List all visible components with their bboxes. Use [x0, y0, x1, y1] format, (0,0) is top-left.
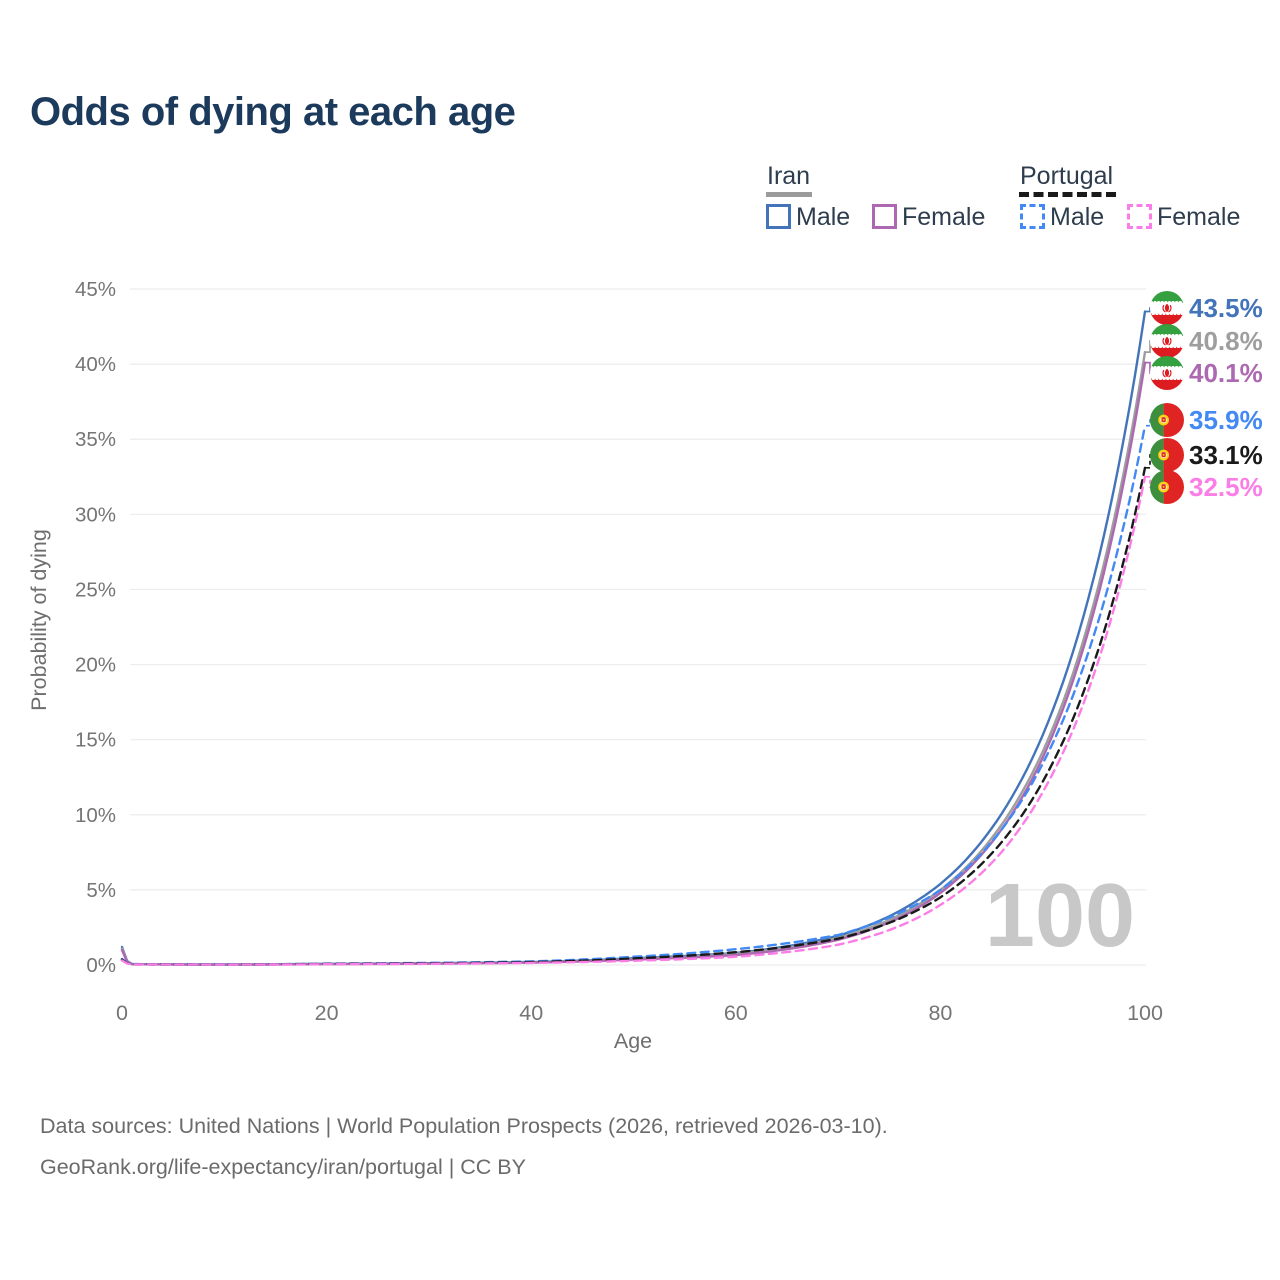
- x-tick-label: 60: [724, 1001, 748, 1025]
- gridlines: [130, 288, 1146, 966]
- x-tick-label: 100: [1127, 1001, 1163, 1025]
- attribution-line: GeoRank.org/life-expectancy/iran/portuga…: [40, 1155, 526, 1179]
- watermark-age-counter: 100: [985, 866, 1135, 966]
- y-tick-label: 45%: [75, 278, 116, 301]
- portugal-flag-icon: [1150, 438, 1184, 472]
- y-tick-label: 40%: [75, 353, 116, 376]
- end-value-label-portugal-male: 35.9%: [1189, 405, 1263, 435]
- y-tick-label: 5%: [86, 879, 116, 902]
- legend-label-iran-female[interactable]: Female: [902, 203, 986, 231]
- end-value-label-iran-male: 43.5%: [1189, 293, 1263, 323]
- end-label-group-iran-total: 40.8%: [1150, 324, 1263, 358]
- legend-group-portugal-title[interactable]: Portugal: [1020, 162, 1114, 190]
- y-axis-tick-labels: 0% 5% 10% 15% 20% 25% 30% 35% 40% 45%: [75, 278, 116, 977]
- y-tick-label: 0%: [86, 954, 116, 977]
- end-labels: 43.5%40.8%40.1% 35.9% 33.1%32.5%: [1150, 291, 1263, 504]
- portugal-flag-icon: [1150, 403, 1184, 437]
- legend-label-portugal-male[interactable]: Male: [1050, 203, 1105, 231]
- legend-portugal-line-swatch: [1019, 192, 1116, 197]
- series-lines: [120, 310, 1147, 966]
- iran-flag-icon: [1150, 324, 1184, 358]
- legend-swatch-iran-male[interactable]: [766, 204, 791, 229]
- legend-swatch-portugal-male[interactable]: [1020, 204, 1045, 229]
- end-label-group-iran-female: 40.1%: [1150, 356, 1263, 390]
- x-tick-label: 80: [928, 1001, 952, 1025]
- legend-swatch-portugal-female[interactable]: [1127, 204, 1152, 229]
- end-label-group-portugal-male: 35.9%: [1150, 403, 1263, 437]
- y-tick-label: 15%: [75, 729, 116, 752]
- footer: Data sources: United Nations | World Pop…: [40, 1106, 888, 1188]
- end-label-group-portugal-total: 33.1%: [1150, 438, 1263, 472]
- y-tick-label: 30%: [75, 503, 116, 526]
- x-axis-tick-labels: 0 20 40 60 80 100: [116, 1001, 1163, 1025]
- end-value-label-iran-female: 40.1%: [1189, 358, 1263, 388]
- x-axis-label: Age: [614, 1029, 652, 1053]
- y-tick-label: 20%: [75, 654, 116, 677]
- legend-label-portugal-female[interactable]: Female: [1157, 203, 1241, 231]
- x-tick-label: 40: [519, 1001, 543, 1025]
- legend-label-iran-male[interactable]: Male: [796, 203, 851, 231]
- data-sources-line: Data sources: United Nations | World Pop…: [40, 1114, 888, 1138]
- legend-swatch-iran-female[interactable]: [872, 204, 897, 229]
- end-value-label-portugal-female: 32.5%: [1189, 472, 1263, 502]
- y-axis-label: Probability of dying: [27, 529, 51, 711]
- iran-flag-icon: [1150, 356, 1184, 390]
- end-value-label-iran-total: 40.8%: [1189, 326, 1263, 356]
- y-tick-label: 10%: [75, 804, 116, 827]
- series-line-iran-female[interactable]: [120, 361, 1147, 966]
- y-tick-label: 25%: [75, 578, 116, 601]
- end-value-label-portugal-total: 33.1%: [1189, 440, 1263, 470]
- y-tick-label: 35%: [75, 428, 116, 451]
- iran-flag-icon: [1150, 291, 1184, 325]
- series-line-portugal-male[interactable]: [120, 424, 1147, 966]
- series-line-portugal-total[interactable]: [120, 466, 1147, 966]
- series-line-portugal-female[interactable]: [120, 475, 1147, 966]
- end-label-group-portugal-female: 32.5%: [1150, 470, 1263, 504]
- end-label-group-iran-male: 43.5%: [1150, 291, 1263, 325]
- portugal-flag-icon: [1150, 470, 1184, 504]
- legend-group-iran-title[interactable]: Iran: [767, 162, 811, 190]
- legend-iran-line-swatch: [766, 192, 812, 197]
- x-tick-label: 0: [116, 1001, 128, 1025]
- x-tick-label: 20: [315, 1001, 339, 1025]
- page-title: Odds of dying at each age: [30, 90, 516, 134]
